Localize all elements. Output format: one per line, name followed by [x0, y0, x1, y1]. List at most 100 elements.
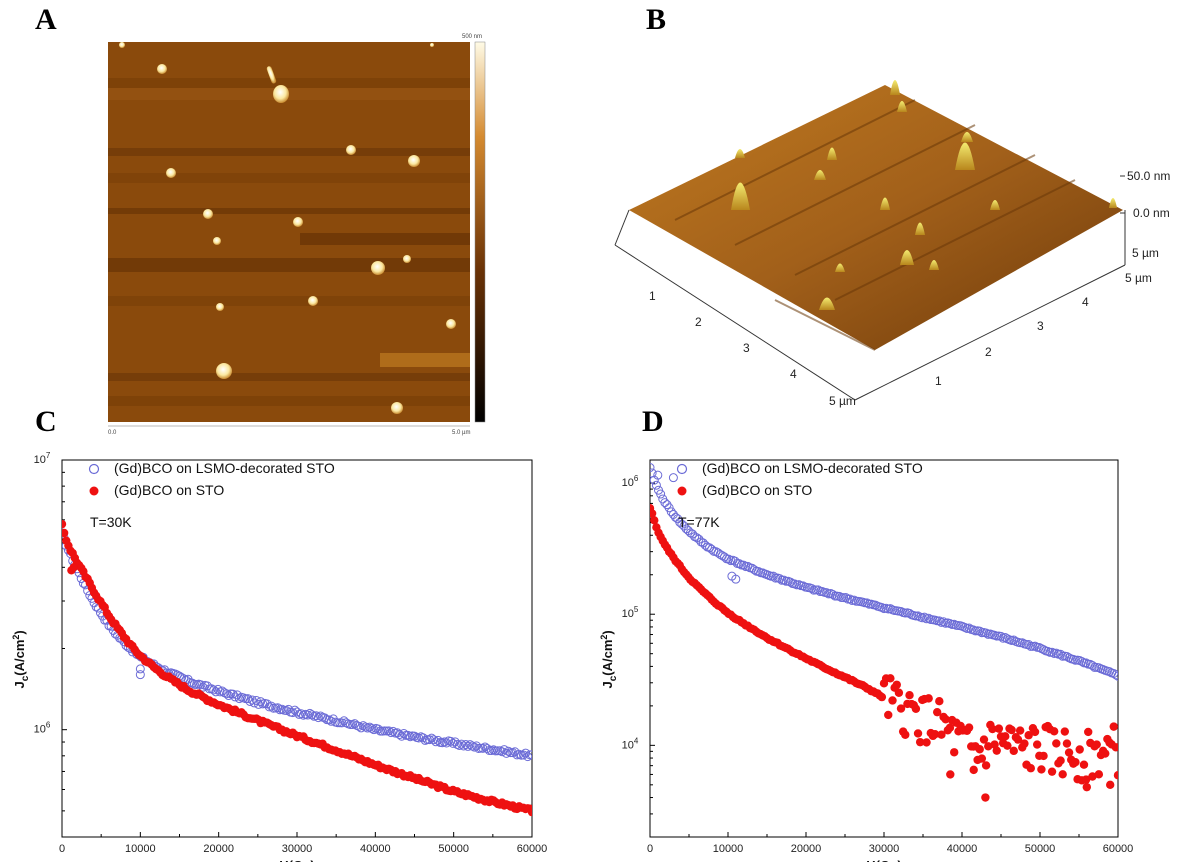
data-point-filled [1064, 748, 1074, 757]
data-point-open [422, 735, 432, 745]
afm-3d-xtick: 5 µm [829, 394, 856, 408]
data-point-filled [1056, 756, 1065, 765]
x-tick-label: 10000 [125, 843, 156, 855]
data-point-open [354, 721, 364, 731]
data-point-filled [1024, 731, 1033, 740]
data-point-open [834, 591, 844, 601]
data-point-open [650, 463, 655, 473]
data-point-filled [69, 563, 78, 572]
data-point-open [482, 743, 492, 753]
y-title-end: ) [600, 630, 615, 634]
afm-3d-z-label-bottom: 0.0 nm [1133, 206, 1170, 220]
data-point-open [527, 750, 532, 760]
x-tick-label: 0 [647, 843, 653, 855]
x-axis-title: H(Oe) [279, 858, 314, 862]
data-point-filled [888, 696, 897, 705]
data-point-filled [977, 754, 987, 763]
data-point-open [187, 678, 197, 688]
data-point-open [666, 507, 676, 517]
afm-3d-peaks [731, 80, 1117, 310]
data-point-open [461, 740, 471, 750]
data-point-filled [1071, 757, 1080, 767]
data-point-open [811, 585, 821, 595]
y-axis-title: Jc(A/cm2) [599, 630, 619, 688]
data-point-filled [905, 691, 914, 700]
data-point-open [196, 680, 206, 690]
afm-3d-ytick: 2 [985, 345, 992, 359]
data-point-filled [1106, 780, 1115, 790]
panel-label-a: A [35, 3, 57, 36]
panel-label-d: D [642, 405, 664, 438]
data-point-open [775, 574, 785, 584]
data-point-open [700, 540, 710, 550]
afm-2d-image: 500 nm 0.0 5.0 µm [108, 34, 486, 436]
afm-2d-colorbar-label: 500 nm [462, 34, 482, 40]
temperature-annotation: T=77K [678, 514, 720, 530]
data-point-open [360, 722, 370, 732]
data-point-open [497, 747, 507, 757]
afm-3d-xtick: 3 [743, 341, 750, 355]
data-point-open [1015, 638, 1025, 648]
data-point-open [135, 670, 145, 680]
data-point-filled [1037, 765, 1046, 774]
data-point-filled [896, 704, 906, 713]
data-point-open [373, 724, 383, 734]
data-point-open [822, 588, 832, 598]
data-point-open [341, 718, 351, 728]
data-point-open [228, 689, 238, 699]
data-point-open [273, 703, 283, 713]
data-point-open [1056, 649, 1066, 659]
x-tick-label: 50000 [438, 843, 469, 855]
y-tick-exponent: 7 [46, 451, 51, 460]
data-point-filled [975, 745, 984, 754]
data-point-filled [932, 707, 942, 717]
data-point-open [403, 730, 413, 740]
data-point-open [358, 721, 368, 731]
x-tick-label: 60000 [1103, 843, 1134, 855]
y-title-sup: 2 [11, 635, 21, 640]
y-tick-exponent: 6 [634, 474, 639, 483]
data-point-open [981, 628, 991, 638]
data-point-filled [1052, 739, 1061, 748]
data-point-filled [950, 748, 959, 757]
data-point-open [662, 500, 672, 510]
data-point-filled [1015, 726, 1025, 735]
data-point-open [230, 692, 240, 702]
data-point-open [651, 480, 661, 490]
data-point-open [813, 585, 823, 595]
y-title-rest: (A/cm [12, 640, 27, 676]
data-point-open [211, 687, 221, 697]
afm-2d-particles [119, 42, 456, 414]
data-point-open [467, 741, 477, 751]
data-point-open [489, 745, 499, 755]
data-point-open [518, 750, 528, 760]
series-plain-sto [650, 503, 1118, 802]
plot-area [650, 463, 1118, 802]
data-point-open [798, 581, 808, 591]
x-axis-title: H(Oe) [866, 858, 901, 862]
afm-3d-ytick: 5 µm [1125, 271, 1152, 285]
data-point-filled [915, 737, 925, 747]
data-point-filled [901, 730, 910, 739]
data-point-open [457, 739, 466, 749]
y-title-end: ) [12, 630, 27, 634]
data-point-open [471, 741, 481, 751]
data-point-filled [1088, 772, 1097, 781]
data-point-open [730, 556, 740, 566]
series-lsmo-decorated [650, 463, 1118, 681]
data-point-filled [1030, 727, 1040, 737]
afm-3d-image: 50.0 nm 0.0 nm 5 µm 1 2 3 4 5 µm 1 2 3 4… [614, 80, 1170, 408]
data-point-open [395, 730, 405, 740]
legend-marker-open [676, 463, 688, 475]
y-tick-label: 104 [622, 736, 639, 751]
data-point-open [262, 699, 272, 709]
data-point-open [919, 612, 929, 622]
data-point-filled [935, 696, 944, 706]
data-point-open [224, 691, 234, 701]
y-tick-exponent: 6 [46, 721, 51, 730]
x-tick-label: 40000 [360, 843, 391, 855]
y-axis-title: Jc(A/cm2) [11, 630, 31, 688]
data-point-open [454, 741, 464, 751]
afm-2d-x-end: 5.0 µm [452, 430, 470, 436]
data-point-filled [1111, 743, 1118, 752]
